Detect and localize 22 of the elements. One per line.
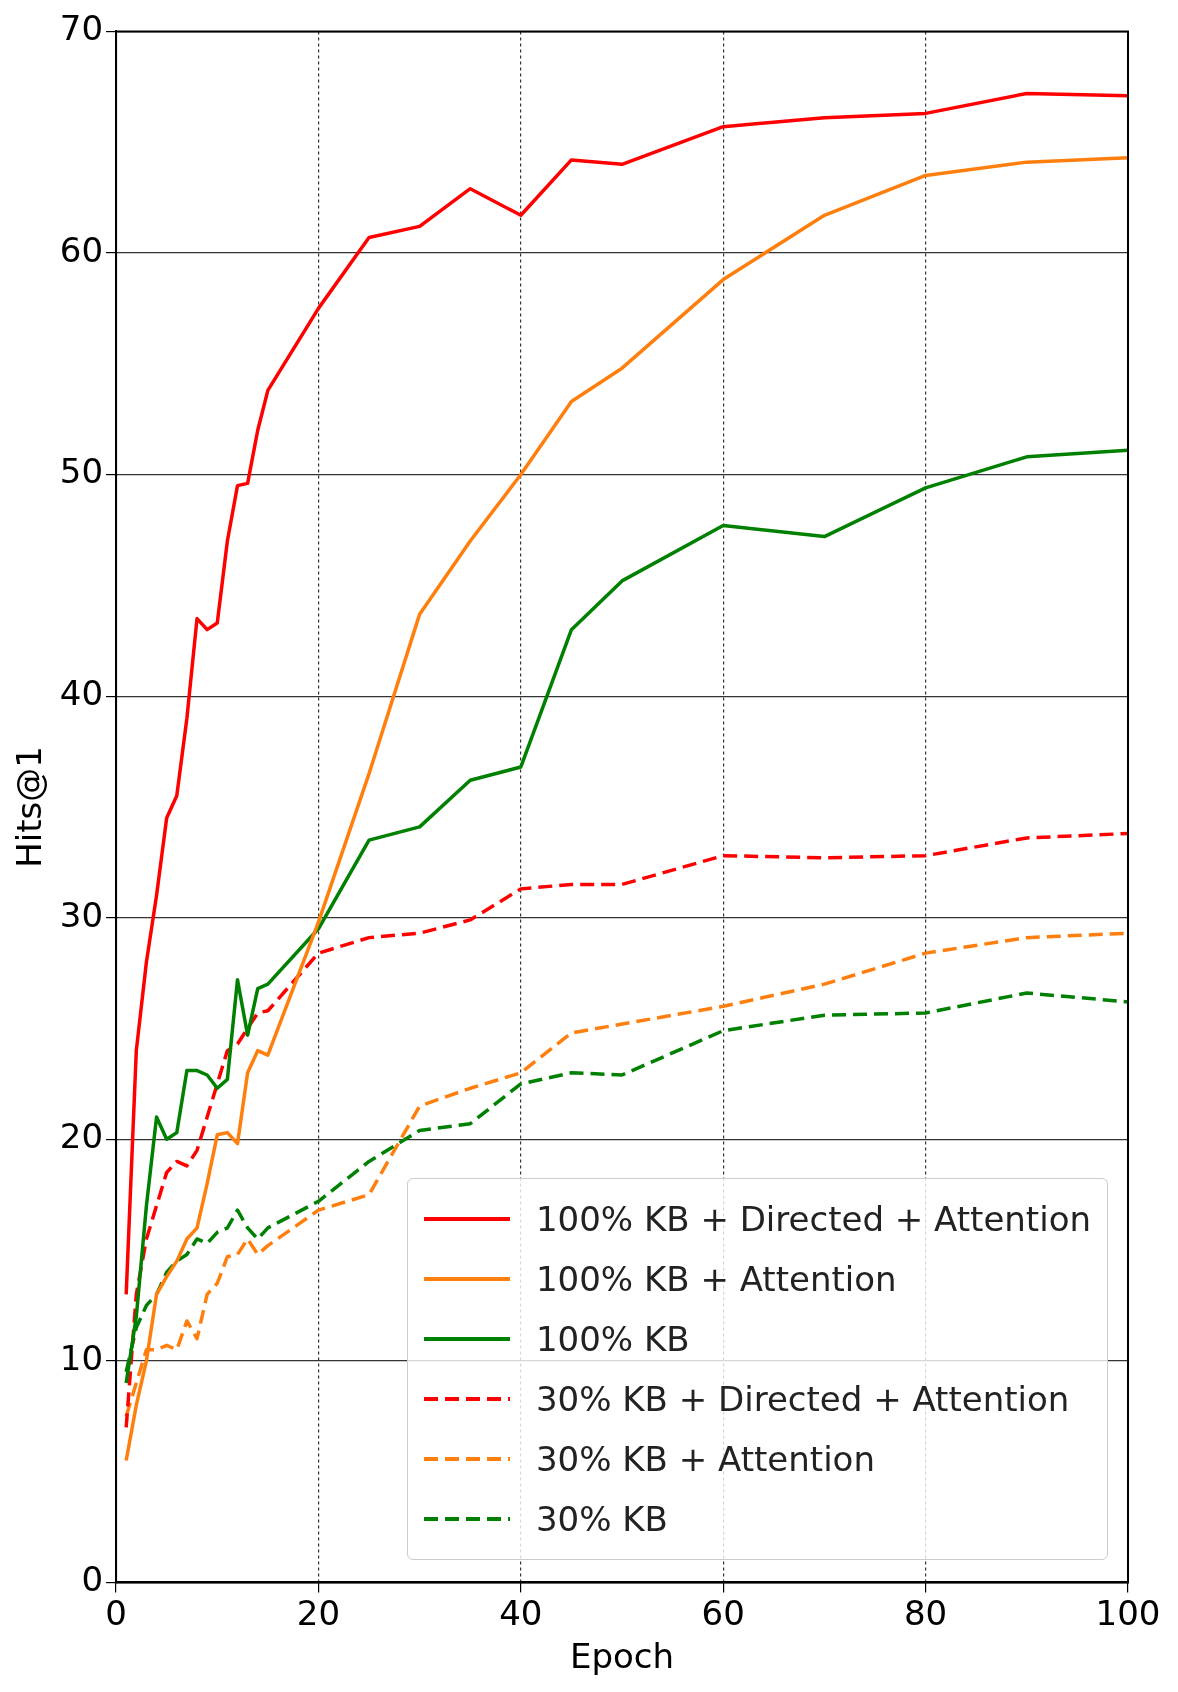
legend-label: 30% KB xyxy=(535,1499,668,1540)
x-tick-label: 60 xyxy=(701,1592,745,1633)
y-tick-label: 50 xyxy=(59,451,104,492)
x-tick-label: 40 xyxy=(499,1592,543,1633)
x-tick-label: 100 xyxy=(1095,1592,1161,1633)
y-axis-title: Hits@1 xyxy=(9,746,50,868)
legend-label: 100% KB + Directed + Attention xyxy=(535,1199,1091,1240)
y-tick-label: 40 xyxy=(59,672,104,713)
x-tick-label: 80 xyxy=(903,1592,948,1633)
legend-label: 30% KB + Attention xyxy=(535,1439,875,1480)
y-tick-label: 20 xyxy=(59,1116,104,1157)
y-tick-label: 70 xyxy=(59,8,104,49)
x-axis-title: Epoch xyxy=(569,1636,675,1677)
y-tick-label: 0 xyxy=(81,1559,104,1600)
legend-label: 100% KB + Attention xyxy=(535,1259,897,1300)
y-tick-label: 10 xyxy=(59,1337,104,1378)
y-tick-label: 30 xyxy=(59,894,104,935)
legend-label: 100% KB xyxy=(535,1319,690,1360)
line-series xyxy=(124,831,1128,1430)
y-tick-label: 60 xyxy=(59,229,104,270)
legend-label: 30% KB + Directed + Attention xyxy=(535,1379,1070,1420)
x-tick-label: 20 xyxy=(296,1592,341,1633)
